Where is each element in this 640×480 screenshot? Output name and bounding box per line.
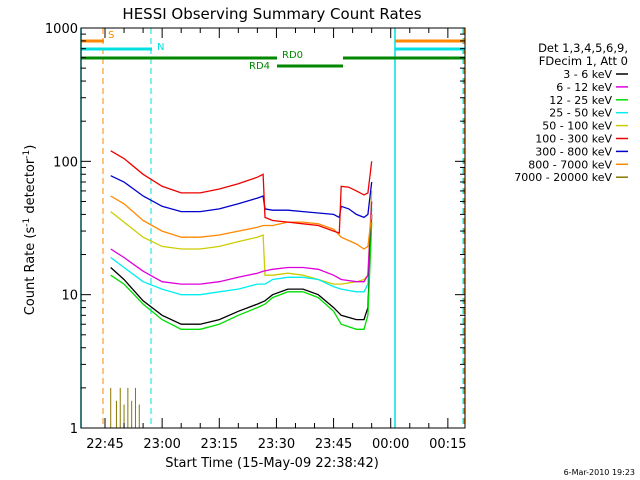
x-tick-label: 23:15 xyxy=(201,437,238,452)
plot-frame xyxy=(80,27,466,429)
legend: Det 1,3,4,5,6,9, FDecim 1, Att 0 3 - 6 k… xyxy=(514,41,628,184)
annotation-n: N xyxy=(157,42,164,53)
x-tick-label: 23:45 xyxy=(315,437,352,452)
legend-entry-label: 3 - 6 keV xyxy=(563,68,612,81)
y-axis-label-sup2: -1 xyxy=(22,150,32,159)
series-line-100-300-kev xyxy=(110,150,373,234)
series-line-3-6-kev xyxy=(110,214,373,325)
plot-decorations: S N RD0 RD4 xyxy=(80,28,465,428)
annotation-rd4: RD4 xyxy=(249,61,270,72)
legend-entry-label: 100 - 300 keV xyxy=(535,133,612,146)
series-line-12-25-kev xyxy=(110,222,373,330)
legend-entry-label: 6 - 12 keV xyxy=(556,81,612,94)
x-tick-label: 23:30 xyxy=(258,437,295,452)
legend-entry-label: 12 - 25 keV xyxy=(549,94,612,107)
y-tick-label: 1 xyxy=(70,422,78,437)
x-tick-label: 23:00 xyxy=(143,437,180,452)
y-axis-label-end: ) xyxy=(23,145,38,150)
y-axis-label-sup1: -1 xyxy=(22,218,32,227)
x-tick-label: 00:15 xyxy=(429,437,466,452)
footer-date: 6-Mar-2010 19:23 xyxy=(564,468,635,477)
y-axis-label-mid: detector xyxy=(23,158,38,218)
legend-entry-label: 50 - 100 keV xyxy=(542,120,612,133)
plot-axes: 1 10 100 1000 22:45 23:00 23:15 23:30 23:45 00:00… xyxy=(45,22,467,452)
y-axis-label: Count Rate (s-1 detector-1) xyxy=(22,145,38,316)
chart-title: HESSI Observing Summary Count Rates xyxy=(122,5,421,23)
x-tick-label: 00:00 xyxy=(372,437,409,452)
x-axis-label: Start Time (15-May-09 22:38:42) xyxy=(165,456,379,471)
x-tick-label: 22:45 xyxy=(86,437,123,452)
series-line-300-800-kev xyxy=(110,175,373,219)
annotation-s: S xyxy=(108,30,114,41)
annotation-rd0: RD0 xyxy=(282,50,303,61)
y-tick-label: 10 xyxy=(61,289,78,304)
legend-title-line-2: FDecim 1, Att 0 xyxy=(539,54,628,68)
series-line-50-100-kev xyxy=(110,190,373,285)
legend-entry-label: 7000 - 20000 keV xyxy=(514,171,612,184)
series-line-6-12-kev xyxy=(110,201,373,285)
y-tick-label: 1000 xyxy=(45,22,78,37)
legend-entry-label: 800 - 7000 keV xyxy=(528,158,612,171)
legend-entry-label: 25 - 50 keV xyxy=(549,107,612,120)
legend-entry-label: 300 - 800 keV xyxy=(535,145,612,158)
series-line-800-7000-kev xyxy=(110,195,373,250)
series-line-25-50-kev xyxy=(110,207,373,296)
y-axis-label-main: Count Rate (s xyxy=(23,227,38,316)
legend-title-line-1: Det 1,3,4,5,6,9, xyxy=(538,41,628,55)
plot-series xyxy=(110,150,373,428)
y-tick-label: 100 xyxy=(53,155,78,170)
